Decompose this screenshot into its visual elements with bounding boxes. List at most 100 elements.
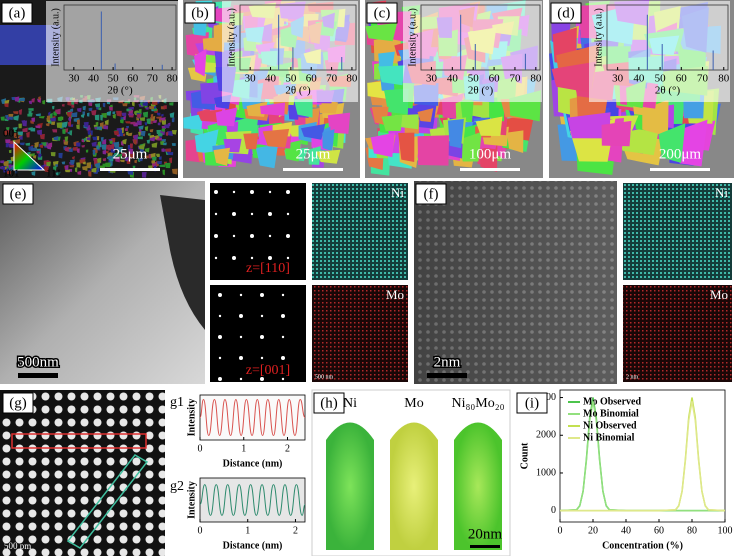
grain	[22, 127, 28, 133]
grain	[94, 126, 97, 130]
grain	[128, 106, 134, 110]
grain	[162, 169, 165, 176]
grain	[8, 143, 14, 149]
grain	[151, 159, 156, 164]
chart-title: g2	[170, 479, 184, 494]
diffraction-spot	[268, 234, 272, 238]
x-tick-label: 40	[633, 73, 645, 85]
grain	[82, 105, 86, 111]
grain	[38, 96, 41, 101]
grain	[183, 113, 203, 130]
plot-frame	[420, 4, 541, 71]
x-tick-label: 40	[621, 525, 631, 536]
grain	[0, 160, 5, 164]
grain	[57, 116, 63, 122]
grain	[601, 120, 632, 147]
y-axis-label: Intensity (a.u.)	[50, 8, 61, 67]
grain	[18, 123, 22, 129]
x-tick-label: 0	[198, 525, 203, 536]
grain	[3, 168, 8, 173]
panel-label-box	[2, 392, 34, 414]
diffraction-spot	[250, 212, 254, 216]
grain	[86, 162, 92, 169]
grain	[124, 127, 128, 132]
grain	[55, 171, 61, 176]
diffraction-spot	[281, 377, 285, 381]
grain	[128, 148, 134, 155]
x-tick-label: 40	[265, 73, 277, 85]
x-tick-label: 1	[241, 443, 246, 454]
grain	[1, 167, 6, 170]
grain	[102, 158, 107, 162]
scale-label: 2nm	[434, 354, 461, 370]
grain	[127, 132, 133, 136]
apt-label: Ni₈₀Mo₂₀	[452, 396, 505, 411]
grain	[91, 141, 97, 147]
grain	[94, 162, 101, 169]
grain	[127, 113, 134, 116]
grain	[139, 117, 146, 122]
scale-bar	[460, 168, 520, 171]
grain	[489, 96, 505, 122]
grain	[480, 144, 498, 172]
grain	[106, 156, 113, 160]
x-tick-label: 50	[108, 73, 120, 85]
grain	[94, 103, 100, 108]
scale-label: 200μm	[659, 146, 702, 162]
panel-i	[515, 390, 734, 556]
grain	[137, 136, 143, 140]
grain	[143, 155, 150, 159]
grain	[139, 157, 143, 162]
x-tick-label: 80	[530, 73, 542, 85]
scale-label: 25μm	[296, 146, 331, 162]
grain	[90, 130, 93, 136]
grain	[315, 149, 341, 164]
haadf-g	[0, 390, 165, 556]
grain	[45, 122, 50, 127]
x-tick-label: 30	[426, 73, 438, 85]
grain	[165, 131, 169, 136]
diffraction-spot	[232, 234, 236, 238]
grain	[87, 129, 91, 136]
x-tick-label: 60	[676, 73, 688, 85]
x-tick-label: 50	[285, 73, 297, 85]
grain	[167, 151, 174, 156]
eds-scale: 500 nm	[315, 374, 334, 380]
grain	[31, 117, 35, 122]
grain	[30, 147, 37, 152]
grain	[138, 144, 145, 150]
panel-label-box	[313, 392, 345, 414]
grain	[157, 133, 163, 137]
grain	[119, 118, 124, 124]
y-tick-label: 0	[551, 505, 556, 516]
diffraction-spot	[214, 212, 218, 216]
diffraction-spot	[268, 190, 272, 194]
legend-label: Mo Binomial	[583, 408, 639, 419]
grain	[146, 118, 151, 125]
grain	[5, 114, 9, 119]
grain	[69, 164, 75, 168]
grain	[121, 152, 127, 157]
grain	[70, 101, 75, 105]
grain	[98, 107, 102, 111]
grain	[64, 146, 69, 152]
panel-label-box	[516, 392, 548, 414]
apt-nimo	[454, 422, 502, 550]
grain	[4, 130, 9, 135]
grain	[144, 126, 149, 132]
grain	[69, 130, 73, 136]
diffraction-spot	[214, 190, 218, 194]
x-tick-label: 60	[489, 73, 501, 85]
x-axis-label: 2θ (°)	[655, 85, 681, 97]
grain	[140, 102, 143, 106]
diffraction-spot	[218, 377, 222, 381]
grain	[121, 112, 127, 117]
grain	[658, 123, 686, 163]
x-tick-label: 2	[293, 525, 298, 536]
x-tick-label: 100	[718, 525, 733, 536]
grain	[128, 153, 135, 159]
grain	[82, 166, 87, 171]
grain	[100, 136, 104, 142]
diffraction-spot	[214, 234, 218, 238]
